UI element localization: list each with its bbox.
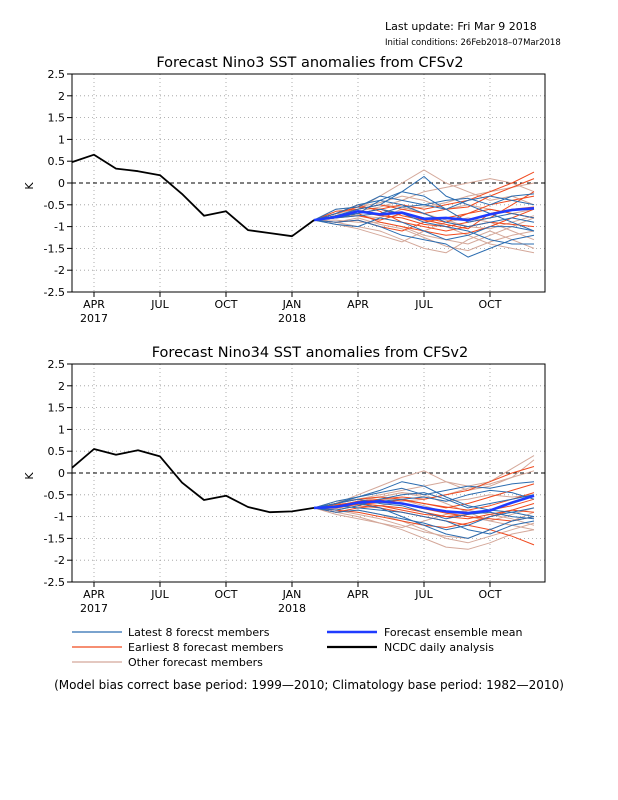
nino34-chart-title: Forecast Nino34 SST anomalies from CFSv2: [152, 345, 469, 361]
nino3-y-axis-label: K: [23, 182, 36, 190]
nino34-x-tick-label: JUL: [150, 588, 169, 601]
nino3-x-tick-label: APR: [83, 298, 105, 311]
nino34-analysis-line: [71, 448, 315, 514]
nino34-y-tick-label: 1.5: [48, 402, 66, 415]
nino34-y-tick-label: -1.5: [44, 532, 65, 545]
nino34-y-tick-label: 0.5: [48, 445, 66, 458]
nino3-other-member-line: [313, 217, 535, 252]
nino34-y-tick-label: 1: [58, 423, 65, 436]
nino3-y-tick-label: -0.5: [44, 199, 65, 212]
nino3-latest-member-line: [313, 219, 535, 258]
nino34-other-member-line: [313, 507, 535, 550]
nino34-y-tick-label: 2: [58, 380, 65, 393]
nino34-latest-member-line: [313, 498, 535, 520]
legend-earliest-label: Earliest 8 forecast members: [128, 641, 284, 654]
nino3-latest-member-line: [313, 195, 535, 221]
nino34-x-tick-label: JUL: [414, 588, 433, 601]
nino34-latest-member-line: [313, 505, 535, 535]
legend-other-label: Other forecast members: [128, 656, 263, 669]
footnote: (Model bias correct base period: 1999—20…: [54, 678, 564, 692]
nino3-x-tick-label: OCT: [478, 298, 501, 311]
nino34-ensemble-mean-line: [313, 494, 535, 515]
nino34-other-member-line: [313, 455, 535, 509]
nino3-y-tick-label: -2: [54, 264, 65, 277]
nino3-y-tick-label: 2.5: [48, 68, 66, 81]
nino3-x-year-label: 2017: [80, 312, 108, 325]
nino34-x-tick-label: OCT: [478, 588, 501, 601]
nino34-y-tick-label: 0: [58, 467, 65, 480]
nino3-y-tick-label: -1.5: [44, 242, 65, 255]
nino34-earliest-member-line: [314, 492, 535, 511]
nino34-y-tick-label: -1: [54, 511, 65, 524]
nino34-y-axis-label: K: [23, 472, 36, 480]
nino3-y-tick-label: -2.5: [44, 286, 65, 299]
nino34-chart: Forecast Nino34 SST anomalies from CFSv2…: [23, 345, 546, 615]
nino34-latest-member-line: [313, 481, 535, 509]
initial-conditions-text: Initial conditions: 26Feb2018–07Mar2018: [385, 38, 561, 48]
nino3-y-gridlines: [72, 95, 545, 271]
nino34-y-tick-label: -0.5: [44, 489, 65, 502]
nino3-chart: Forecast Nino3 SST anomalies from CFSv2 …: [23, 55, 546, 325]
nino34-latest-member-line: [313, 507, 535, 531]
legend-mean-label: Forecast ensemble mean: [384, 626, 523, 639]
nino34-x-tick-label: OCT: [214, 588, 237, 601]
nino34-y-tick-label: 2.5: [48, 358, 66, 371]
nino34-y-gridlines: [72, 385, 545, 561]
legend-latest-label: Latest 8 forecst members: [128, 626, 270, 639]
nino3-y-tick-label: 0.5: [48, 155, 66, 168]
nino34-x-year-label: 2017: [80, 602, 108, 615]
nino34-x-tick-label: APR: [83, 588, 105, 601]
nino3-y-tick-label: -1: [54, 221, 65, 234]
nino3-latest-member-line: [313, 217, 535, 241]
nino34-other-member-line: [313, 507, 535, 528]
nino3-y-tick-label: 1: [58, 133, 65, 146]
nino3-y-tick-label: 1.5: [48, 112, 66, 125]
nino3-x-tick-label: APR: [347, 298, 369, 311]
nino34-latest-member-line: [313, 481, 535, 518]
nino3-other-member-line: [313, 169, 535, 221]
nino34-x-tick-label: APR: [347, 588, 369, 601]
nino3-other-member-line: [313, 219, 535, 254]
legend: Latest 8 forecst members Earliest 8 fore…: [72, 626, 523, 669]
nino3-x-tick-label: OCT: [214, 298, 237, 311]
nino3-y-tick-label: 0: [58, 177, 65, 190]
nino3-latest-member-line: [313, 191, 535, 223]
nino34-x-tick-label: JAN: [282, 588, 302, 601]
legend-analysis-label: NCDC daily analysis: [384, 641, 494, 654]
nino34-y-tick-label: -2.5: [44, 576, 65, 589]
nino34-x-year-label: 2018: [278, 602, 306, 615]
nino3-earliest-member-line: [313, 171, 535, 221]
nino3-x-tick-label: JUL: [414, 298, 433, 311]
nino34-y-tick-label: -2: [54, 554, 65, 567]
nino3-x-year-label: 2018: [278, 312, 306, 325]
nino3-y-tick-label: 2: [58, 90, 65, 103]
nino3-analysis-line: [71, 153, 315, 238]
nino3-chart-title: Forecast Nino3 SST anomalies from CFSv2: [156, 55, 463, 71]
nino3-x-tick-label: JUL: [150, 298, 169, 311]
nino3-ensemble-mean-line: [313, 207, 535, 222]
nino3-other-member-line: [314, 217, 535, 245]
nino3-x-tick-label: JAN: [282, 298, 302, 311]
last-update-text: Last update: Fri Mar 9 2018: [385, 20, 537, 33]
